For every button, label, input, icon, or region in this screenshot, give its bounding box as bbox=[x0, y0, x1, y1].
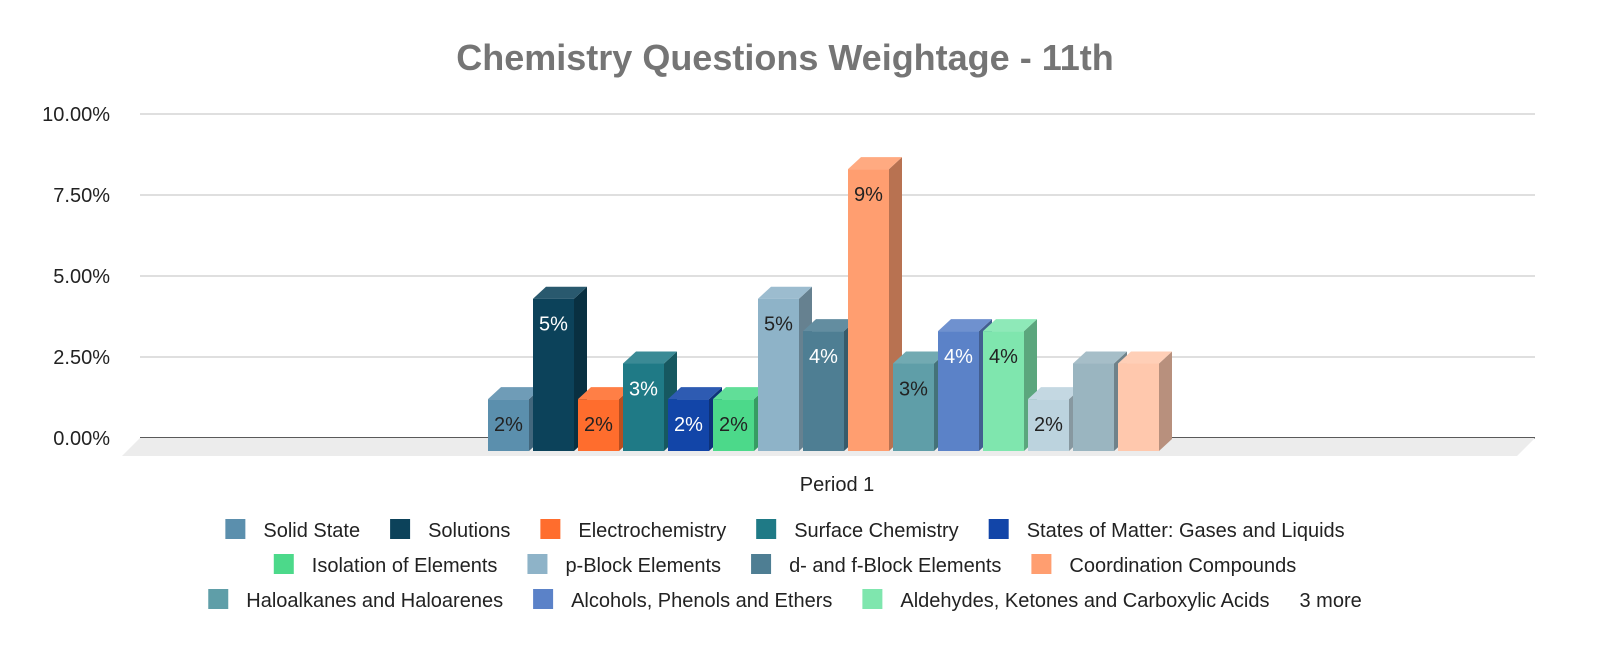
bar-front bbox=[803, 331, 844, 451]
legend-item[interactable]: Aldehydes, Ketones and Carboxylic Acids bbox=[862, 589, 1269, 612]
bar-front bbox=[713, 399, 754, 451]
bar-top bbox=[803, 319, 857, 332]
bar-front bbox=[668, 399, 709, 451]
bar bbox=[1118, 351, 1172, 451]
data-label: 4% bbox=[809, 346, 838, 368]
data-label: 2% bbox=[719, 414, 748, 436]
bar-front bbox=[758, 298, 799, 451]
legend-label: Alcohols, Phenols and Ethers bbox=[571, 590, 832, 612]
legend-swatch bbox=[756, 519, 777, 539]
bar-top bbox=[578, 387, 632, 400]
data-label: 3% bbox=[629, 379, 658, 401]
bar-top bbox=[983, 319, 1037, 332]
bar bbox=[533, 286, 587, 451]
data-label: 4% bbox=[944, 346, 973, 368]
y-tick-label: 2.50% bbox=[53, 347, 110, 369]
y-tick-label: 5.00% bbox=[53, 266, 110, 288]
legend-item[interactable]: Electrochemistry bbox=[540, 519, 726, 542]
y-axis-ticks: 0.00% 2.50% 5.00% 7.50% 10.00% bbox=[42, 104, 110, 450]
legend-swatch bbox=[390, 519, 411, 539]
legend-item[interactable]: Isolation of Elements bbox=[273, 554, 498, 577]
data-label: 5% bbox=[764, 314, 793, 336]
legend-label: Solid State bbox=[263, 520, 360, 542]
legend-item[interactable]: Alcohols, Phenols and Ethers bbox=[533, 589, 832, 612]
legend-label: Isolation of Elements bbox=[312, 555, 498, 577]
chart-title: Chemistry Questions Weightage - 11th bbox=[456, 37, 1113, 78]
bar-top bbox=[848, 157, 902, 170]
legend-item[interactable]: Solid State bbox=[225, 519, 360, 542]
bar-side bbox=[1159, 351, 1172, 451]
legend-item[interactable]: d- and f-Block Elements bbox=[751, 554, 1001, 577]
bar-front bbox=[938, 331, 979, 451]
data-labels: 2% 5% 2% 3% 2% 2% 5% 4% 9% 3% 4% 4% 2% bbox=[494, 184, 1063, 436]
bar-top bbox=[1028, 387, 1082, 400]
legend-item[interactable]: States of Matter: Gases and Liquids bbox=[988, 519, 1345, 542]
legend-label: Haloalkanes and Haloarenes bbox=[246, 590, 503, 612]
y-tick-label: 10.00% bbox=[42, 104, 110, 126]
bar-top bbox=[1118, 351, 1172, 364]
legend-swatch bbox=[225, 519, 246, 539]
bar-front bbox=[488, 399, 529, 451]
bar-top bbox=[488, 387, 542, 400]
legend-item[interactable]: Coordination Compounds bbox=[1031, 554, 1296, 577]
data-label: 3% bbox=[899, 379, 928, 401]
legend-swatch bbox=[208, 589, 229, 609]
legend-item[interactable]: Surface Chemistry bbox=[756, 519, 959, 542]
legend-label: Solutions bbox=[428, 520, 510, 542]
y-tick-label: 0.00% bbox=[53, 428, 110, 450]
data-label: 5% bbox=[539, 314, 568, 336]
legend-swatch bbox=[751, 554, 772, 574]
legend-swatch bbox=[540, 519, 561, 539]
bars bbox=[488, 157, 1172, 451]
bar-top bbox=[713, 387, 767, 400]
legend-item[interactable]: p-Block Elements bbox=[527, 554, 721, 577]
legend-swatch bbox=[988, 519, 1009, 539]
legend-label: d- and f-Block Elements bbox=[789, 555, 1001, 577]
bar-front bbox=[1028, 399, 1069, 451]
data-label: 4% bbox=[989, 346, 1018, 368]
data-label: 2% bbox=[494, 414, 523, 436]
legend-item[interactable]: Solutions bbox=[390, 519, 510, 542]
legend-swatch bbox=[1031, 554, 1052, 574]
legend-label: Aldehydes, Ketones and Carboxylic Acids bbox=[900, 590, 1269, 612]
data-label: 2% bbox=[584, 414, 613, 436]
bar-top bbox=[758, 286, 812, 299]
bar-front bbox=[848, 169, 889, 451]
bar-top bbox=[893, 351, 947, 364]
legend: Solid State Solutions Electrochemistry Surf… bbox=[208, 519, 1362, 612]
data-label: 9% bbox=[854, 184, 883, 206]
legend-swatch bbox=[533, 589, 554, 609]
legend-label: Coordination Compounds bbox=[1069, 555, 1296, 577]
bar-top bbox=[533, 286, 587, 299]
data-label: 2% bbox=[1034, 414, 1063, 436]
bar bbox=[488, 387, 542, 451]
bar-front bbox=[623, 363, 664, 451]
data-label: 2% bbox=[674, 414, 703, 436]
bar-top bbox=[938, 319, 992, 332]
bar-top bbox=[1073, 351, 1127, 364]
legend-label: Electrochemistry bbox=[578, 520, 726, 542]
bar-front bbox=[893, 363, 934, 451]
legend-swatch bbox=[862, 589, 883, 609]
bar-top bbox=[668, 387, 722, 400]
y-tick-label: 7.50% bbox=[53, 185, 110, 207]
legend-swatch bbox=[527, 554, 548, 574]
legend-swatch bbox=[273, 554, 294, 574]
bar-front bbox=[1118, 363, 1159, 451]
bar-front bbox=[1073, 363, 1114, 451]
x-tick-label: Period 1 bbox=[800, 474, 875, 496]
bar-front bbox=[983, 331, 1024, 451]
legend-item[interactable]: Haloalkanes and Haloarenes bbox=[208, 589, 503, 612]
legend-label: States of Matter: Gases and Liquids bbox=[1027, 520, 1345, 542]
bar bbox=[623, 351, 677, 451]
bar-front bbox=[578, 399, 619, 451]
legend-more-link[interactable]: 3 more bbox=[1299, 590, 1361, 612]
legend-label: p-Block Elements bbox=[565, 555, 721, 577]
bar-top bbox=[623, 351, 677, 364]
legend-label: Surface Chemistry bbox=[794, 520, 959, 542]
bar-front bbox=[533, 298, 574, 451]
